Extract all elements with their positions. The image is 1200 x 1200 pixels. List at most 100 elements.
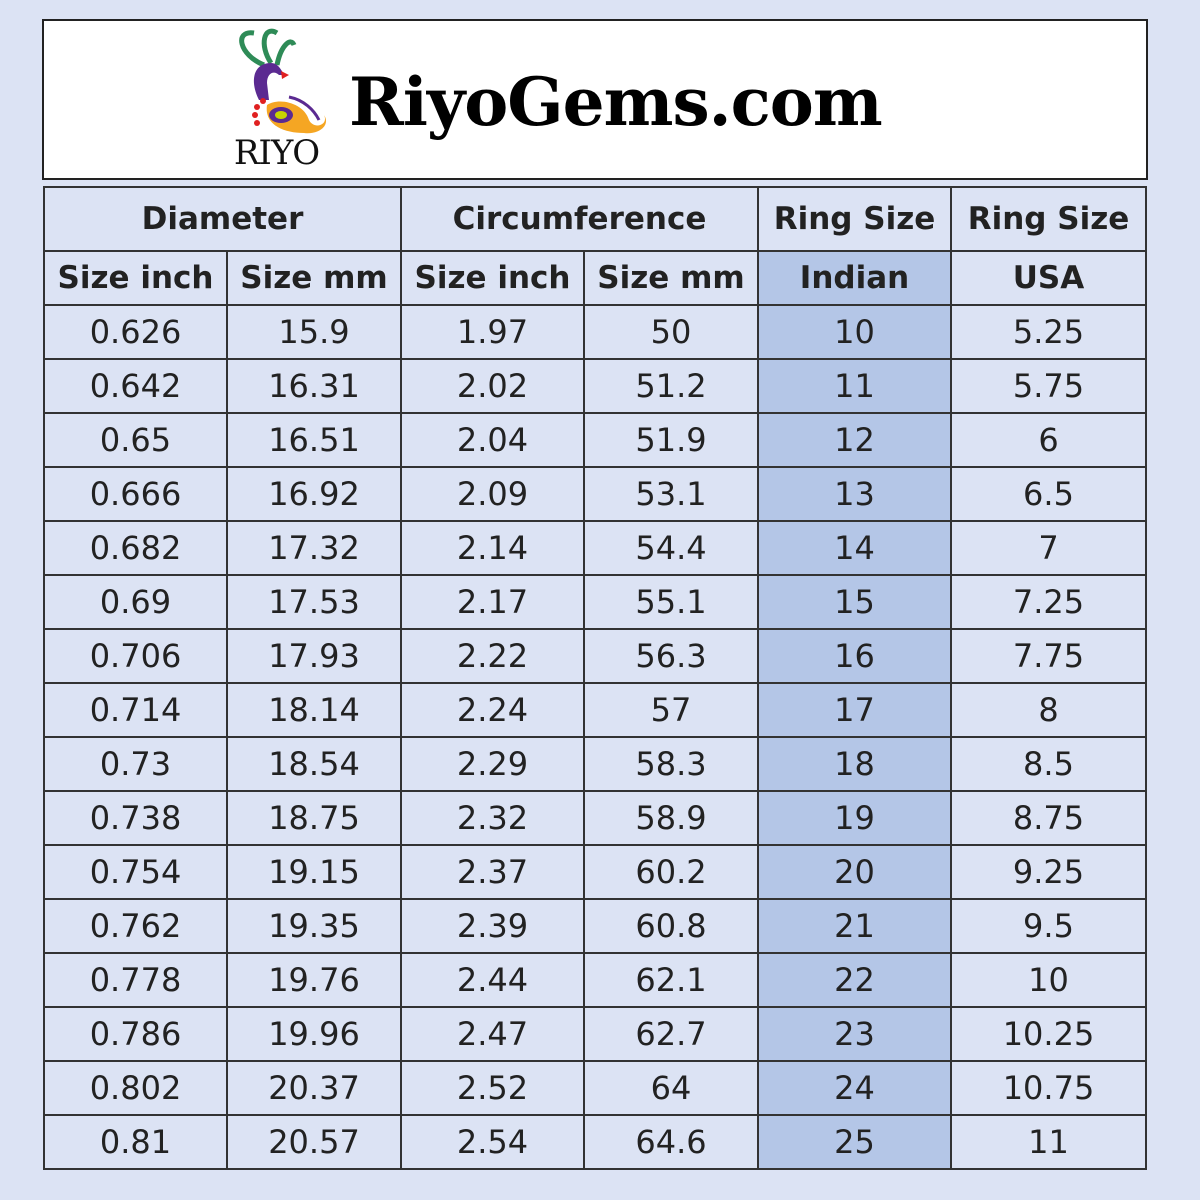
table-cell: 5.75 [950, 358, 1147, 414]
table-cell: 2.24 [400, 682, 585, 738]
peacock-icon [239, 28, 327, 134]
table-cell: 10 [950, 952, 1147, 1008]
column-header: Indian [757, 250, 952, 306]
table-row: 0.626 15.9 1.97 50 10 5.25 [43, 304, 1147, 360]
table-cell: 64.6 [583, 1114, 759, 1170]
table-cell: 2.29 [400, 736, 585, 792]
table-cell: 17.32 [226, 520, 402, 576]
table-cell: 7.25 [950, 574, 1147, 630]
table-cell: 1.97 [400, 304, 585, 360]
table-cell: 18.14 [226, 682, 402, 738]
group-header-circumference: Circumference [400, 186, 759, 252]
table-cell: 10.25 [950, 1006, 1147, 1062]
column-header: Size mm [226, 250, 402, 306]
table-cell: 57 [583, 682, 759, 738]
table-cell: 6.5 [950, 466, 1147, 522]
table-cell: 0.778 [43, 952, 228, 1008]
table-row: 0.762 19.35 2.39 60.8 21 9.5 [43, 898, 1147, 954]
table-row: 0.81 20.57 2.54 64.6 25 11 [43, 1114, 1147, 1170]
table-row: 0.754 19.15 2.37 60.2 20 9.25 [43, 844, 1147, 900]
table-row: 0.682 17.32 2.14 54.4 14 7 [43, 520, 1147, 576]
table-row: 0.802 20.37 2.52 64 24 10.75 [43, 1060, 1147, 1116]
table-cell: 16.51 [226, 412, 402, 468]
table-cell: 6 [950, 412, 1147, 468]
table-cell: 19.15 [226, 844, 402, 900]
table-cell: 5.25 [950, 304, 1147, 360]
table-cell: 2.37 [400, 844, 585, 900]
table-cell: 51.2 [583, 358, 759, 414]
riyo-logo: RIYO [219, 25, 334, 175]
table-cell: 15.9 [226, 304, 402, 360]
table-cell: 7 [950, 520, 1147, 576]
table-cell: 20.37 [226, 1060, 402, 1116]
table-cell: 2.17 [400, 574, 585, 630]
table-cell: 56.3 [583, 628, 759, 684]
table-cell: 0.762 [43, 898, 228, 954]
ring-size-table: Diameter Circumference Ring Size Ring Si… [43, 186, 1147, 1170]
table-cell: 8.75 [950, 790, 1147, 846]
brand-banner: RIYO RiyoGems.com [42, 19, 1148, 180]
table-cell: 16 [757, 628, 952, 684]
column-header: Size inch [43, 250, 228, 306]
table-cell: 25 [757, 1114, 952, 1170]
table-cell: 14 [757, 520, 952, 576]
table-cell: 15 [757, 574, 952, 630]
table-cell: 11 [757, 358, 952, 414]
table-cell: 19 [757, 790, 952, 846]
table-cell: 12 [757, 412, 952, 468]
logo-wordmark: RIYO [233, 133, 320, 173]
table-cell: 2.32 [400, 790, 585, 846]
table-cell: 10.75 [950, 1060, 1147, 1116]
table-cell: 0.802 [43, 1060, 228, 1116]
table-cell: 2.14 [400, 520, 585, 576]
table-cell: 51.9 [583, 412, 759, 468]
table-cell: 17.53 [226, 574, 402, 630]
table-cell: 58.9 [583, 790, 759, 846]
table-cell: 13 [757, 466, 952, 522]
table-row: 0.65 16.51 2.04 51.9 12 6 [43, 412, 1147, 468]
table-cell: 18.54 [226, 736, 402, 792]
table-row: 0.73 18.54 2.29 58.3 18 8.5 [43, 736, 1147, 792]
table-row: 0.69 17.53 2.17 55.1 15 7.25 [43, 574, 1147, 630]
group-header-diameter: Diameter [43, 186, 402, 252]
table-cell: 21 [757, 898, 952, 954]
table-cell: 58.3 [583, 736, 759, 792]
table-cell: 8 [950, 682, 1147, 738]
table-cell: 20.57 [226, 1114, 402, 1170]
table-cell: 19.35 [226, 898, 402, 954]
table-row: 0.706 17.93 2.22 56.3 16 7.75 [43, 628, 1147, 684]
table-cell: 18 [757, 736, 952, 792]
table-cell: 17.93 [226, 628, 402, 684]
table-cell: 2.09 [400, 466, 585, 522]
site-name: RiyoGems.com [349, 63, 883, 141]
table-cell: 23 [757, 1006, 952, 1062]
table-cell: 2.04 [400, 412, 585, 468]
table-cell: 2.47 [400, 1006, 585, 1062]
table-cell: 50 [583, 304, 759, 360]
column-header: Size inch [400, 250, 585, 306]
table-cell: 0.69 [43, 574, 228, 630]
column-header: USA [950, 250, 1147, 306]
table-cell: 17 [757, 682, 952, 738]
table-row: 0.738 18.75 2.32 58.9 19 8.75 [43, 790, 1147, 846]
table-cell: 0.642 [43, 358, 228, 414]
table-row: 0.714 18.14 2.24 57 17 8 [43, 682, 1147, 738]
table-cell: 0.81 [43, 1114, 228, 1170]
table-cell: 0.714 [43, 682, 228, 738]
table-cell: 55.1 [583, 574, 759, 630]
table-cell: 9.5 [950, 898, 1147, 954]
table-cell: 8.5 [950, 736, 1147, 792]
table-row: 0.666 16.92 2.09 53.1 13 6.5 [43, 466, 1147, 522]
table-row: 0.642 16.31 2.02 51.2 11 5.75 [43, 358, 1147, 414]
table-cell: 0.682 [43, 520, 228, 576]
table-cell: 0.786 [43, 1006, 228, 1062]
table-cell: 60.2 [583, 844, 759, 900]
table-cell: 53.1 [583, 466, 759, 522]
table-cell: 0.706 [43, 628, 228, 684]
table-cell: 18.75 [226, 790, 402, 846]
table-cell: 2.44 [400, 952, 585, 1008]
table-cell: 2.02 [400, 358, 585, 414]
table-cell: 9.25 [950, 844, 1147, 900]
table-cell: 0.65 [43, 412, 228, 468]
table-cell: 24 [757, 1060, 952, 1116]
